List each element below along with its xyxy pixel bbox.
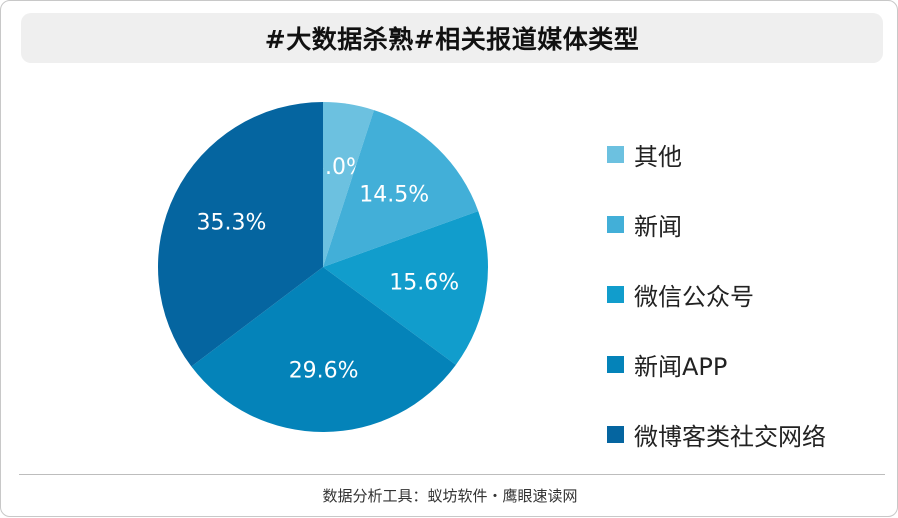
footer-divider: [19, 474, 885, 475]
legend-label: 新闻APP: [634, 352, 728, 381]
legend-item-4: 微博客类社交网络: [607, 399, 877, 469]
title-bar: #大数据杀熟#相关报道媒体类型: [21, 13, 883, 63]
legend-item-2: 微信公众号: [607, 259, 877, 329]
legend-label: 微信公众号: [634, 282, 754, 311]
slice-label-2: 15.6%: [389, 271, 459, 296]
slice-label-4: 35.3%: [196, 210, 266, 235]
legend-label: 其他: [634, 142, 682, 171]
pie-slice-3: [191, 267, 456, 432]
pie-slice-2: [323, 211, 488, 365]
legend-item-0: 其他: [607, 119, 877, 189]
legend-item-3: 新闻APP: [607, 329, 877, 399]
slice-label-3: 29.6%: [289, 358, 359, 383]
legend-item-1: 新闻: [607, 189, 877, 259]
footer-source: 数据分析工具：蚁坊软件・鹰眼速读网: [322, 487, 578, 505]
legend-swatch: [607, 425, 624, 443]
legend: 其他新闻微信公众号新闻APP 微博客类社交网络: [607, 119, 877, 469]
legend-swatch: [607, 145, 624, 163]
pie-slice-4: [158, 101, 323, 367]
legend-swatch: [607, 215, 624, 233]
chart-title: #大数据杀熟#相关报道媒体类型: [264, 25, 640, 54]
legend-swatch: [607, 285, 624, 303]
pie-slice-1: [323, 110, 479, 267]
legend-swatch: [607, 355, 624, 373]
legend-label: 新闻: [634, 212, 682, 241]
pie-slice-0: [323, 102, 374, 267]
legend-label: 微博客类社交网络: [634, 422, 826, 451]
slice-label-1: 14.5%: [359, 183, 429, 208]
